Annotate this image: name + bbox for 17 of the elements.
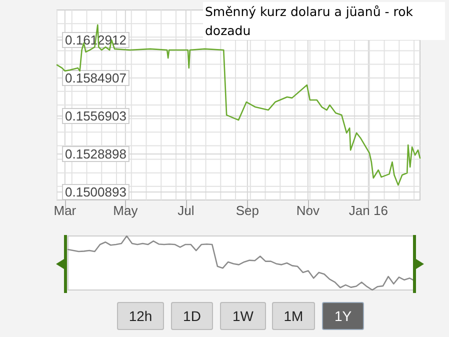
text: 1W xyxy=(220,302,266,330)
x-tick-label: Mar xyxy=(54,203,77,218)
x-tick-label: Nov xyxy=(296,203,320,218)
y-tick-label: 0.1528898 xyxy=(65,146,126,162)
text: 12h xyxy=(117,302,164,330)
line-series xyxy=(56,24,421,186)
x-tick-label: Jul xyxy=(178,203,194,218)
x-tick-label: Jan 16 xyxy=(348,203,388,218)
text: 1D xyxy=(171,302,213,330)
x-tick-label: May xyxy=(113,203,138,218)
y-tick-label: 0.1556903 xyxy=(65,108,126,124)
y-tick-label: 0.1584907 xyxy=(65,70,126,86)
y-tick-label: 0.1500893 xyxy=(65,184,126,200)
x-tick-label: Sep xyxy=(236,203,259,218)
text: 1M xyxy=(272,302,315,330)
text: 1Y xyxy=(322,302,364,330)
chart-title: Směnný kurz dolaru a jüanů - rok dozadu xyxy=(203,2,445,40)
